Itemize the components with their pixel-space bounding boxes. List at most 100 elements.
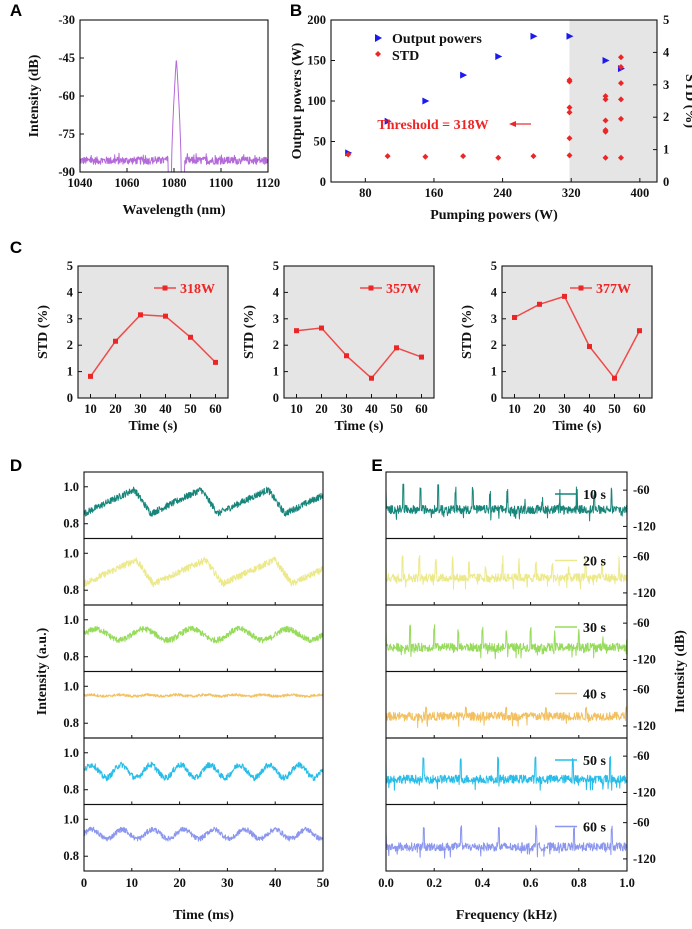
std-marker xyxy=(562,293,567,299)
std-point xyxy=(602,96,609,103)
std-point xyxy=(566,109,573,116)
x-tick-label-d: 0 xyxy=(81,876,87,890)
std-point xyxy=(495,154,502,161)
std-point xyxy=(384,153,391,160)
threshold-arrow-head xyxy=(509,121,516,127)
std-point xyxy=(617,63,624,70)
x-tick-label: 60 xyxy=(415,402,428,416)
y-tick-label-d: 1.0 xyxy=(63,746,79,760)
y-tick-label-d: 1.0 xyxy=(63,812,79,826)
plot-background-c2 xyxy=(284,266,434,398)
y-axis-label-d: Intensity (a.u.) xyxy=(35,627,50,715)
y-tick-label: 4 xyxy=(67,285,74,299)
legend-marker xyxy=(578,285,584,291)
x-axis-label-c3: Time (s) xyxy=(552,419,601,434)
x-axis-label-a: Wavelength (nm) xyxy=(122,203,225,218)
legend-label-e: 40 s xyxy=(583,688,607,703)
y-tick-label-b: 200 xyxy=(307,13,326,27)
y-tick-label: 0 xyxy=(67,391,73,405)
y-tick-label: 1 xyxy=(273,365,279,379)
spectrum-trace-2 xyxy=(385,555,628,590)
legend-label-c1: 318W xyxy=(180,282,215,297)
spectrum-trace-5 xyxy=(385,756,628,791)
std-marker xyxy=(294,328,299,334)
y-tick-label-e: -60 xyxy=(633,550,650,564)
subplot-frame-e xyxy=(385,670,628,739)
y-axis-label-b: Output powers (W) xyxy=(290,42,305,159)
x-tick-label-a: 1060 xyxy=(115,176,140,190)
std-marker xyxy=(319,325,324,331)
y-tick-label: 1 xyxy=(67,365,73,379)
x-tick-label-a: 1120 xyxy=(256,176,280,190)
y-tick-label-a: -60 xyxy=(58,89,75,103)
spectrum-line xyxy=(79,60,269,173)
x-tick-label: 30 xyxy=(134,402,147,416)
y-tick-label-b: 150 xyxy=(307,54,326,68)
threshold-annotation: Threshold = 318W xyxy=(377,118,488,133)
x-tick-label: 20 xyxy=(533,402,546,416)
std-point xyxy=(602,117,609,124)
subplot-frame-d xyxy=(83,670,324,739)
std-point xyxy=(422,153,429,160)
y-tick-label-e: -60 xyxy=(633,616,650,630)
std-marker xyxy=(637,328,642,334)
output-power-point xyxy=(384,117,392,125)
x-tick-label-b: 240 xyxy=(493,186,512,200)
y-tick-label-d: 0.8 xyxy=(63,849,79,863)
y-tick-label-d: 0.8 xyxy=(63,650,79,664)
spectrum-trace-6 xyxy=(385,824,628,859)
x-tick-label-e: 0.8 xyxy=(571,876,587,890)
y-tick-label: 0 xyxy=(491,391,497,405)
std-point xyxy=(602,128,609,135)
std-marker xyxy=(394,345,399,351)
x-tick-label: 10 xyxy=(508,402,521,416)
y-tick-label-a: -30 xyxy=(58,13,75,27)
x-tick-label: 30 xyxy=(340,402,353,416)
x-axis-label-d: Time (ms) xyxy=(173,908,234,923)
std-marker xyxy=(188,334,193,340)
std-marker xyxy=(419,354,424,360)
x-tick-label-e: 1.0 xyxy=(619,876,635,890)
y-tick-label: 5 xyxy=(491,259,497,273)
x-tick-label-d: 20 xyxy=(173,876,186,890)
y2-tick-label-b: 1 xyxy=(663,143,669,157)
std-marker xyxy=(612,375,617,381)
std-marker xyxy=(537,301,542,307)
y-tick-label: 4 xyxy=(273,285,280,299)
subplot-frame-e xyxy=(385,803,628,872)
y-tick-label-d: 0.8 xyxy=(63,517,79,531)
x-tick-label: 50 xyxy=(390,402,403,416)
x-tick-label-e: 0.0 xyxy=(378,876,394,890)
y-tick-label-a: -75 xyxy=(58,127,75,141)
std-marker xyxy=(213,359,218,365)
subplot-frame-d xyxy=(83,537,324,606)
std-marker xyxy=(138,312,143,318)
time-trace-2 xyxy=(83,556,324,588)
x-tick-label: 40 xyxy=(159,402,172,416)
y-axis-label-e: Intensity (dB) xyxy=(673,630,688,713)
x-tick-label: 50 xyxy=(184,402,197,416)
time-trace-6 xyxy=(83,826,324,842)
panel-label-c: C xyxy=(10,238,22,257)
x-axis-label-b: Pumping powers (W) xyxy=(430,208,558,223)
y-tick-label-d: 0.8 xyxy=(63,583,79,597)
spectrum-trace-4 xyxy=(385,706,628,729)
panel-label-a: A xyxy=(10,1,22,20)
y-tick-label-d: 1.0 xyxy=(63,546,79,560)
std-marker xyxy=(369,375,374,381)
y-tick-label: 5 xyxy=(273,259,279,273)
x-tick-label-e: 0.2 xyxy=(426,876,442,890)
y2-tick-label-b: 4 xyxy=(663,45,670,59)
legend-output-label: Output powers xyxy=(392,32,482,47)
output-power-point xyxy=(530,32,538,40)
y2-tick-label-b: 5 xyxy=(663,13,669,27)
y-tick-label-e: -120 xyxy=(633,719,656,733)
y-tick-label-d: 0.8 xyxy=(63,716,79,730)
x-tick-label-e: 0.6 xyxy=(523,876,539,890)
time-trace-3 xyxy=(83,625,324,644)
y-axis-label-a: Intensity (dB) xyxy=(27,54,42,137)
legend-label-e: 30 s xyxy=(583,621,607,636)
y-tick-label-e: -120 xyxy=(633,652,656,666)
y-axis-label-c2: STD (%) xyxy=(242,305,257,359)
